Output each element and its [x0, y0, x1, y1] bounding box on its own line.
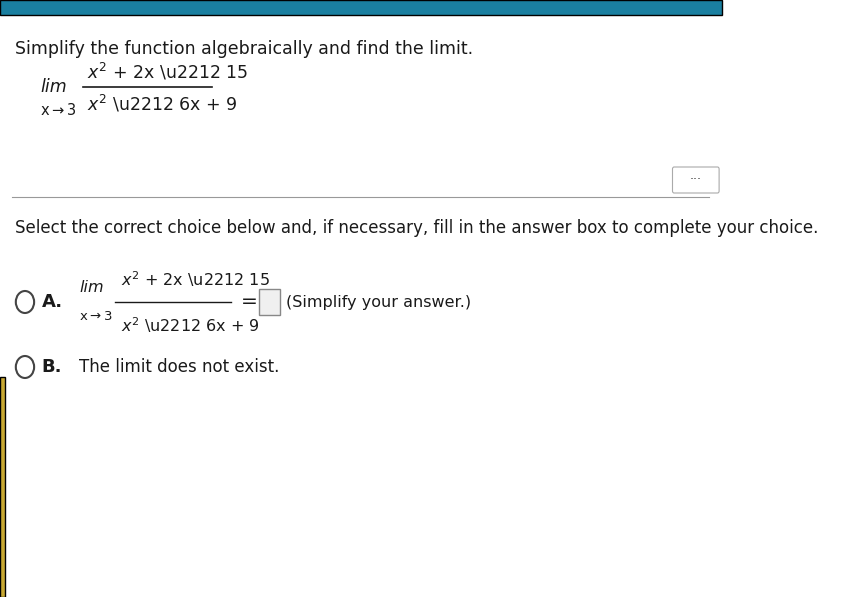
Text: $\mathit{x}^2$ + 2x \u2212 15: $\mathit{x}^2$ + 2x \u2212 15	[121, 269, 270, 289]
FancyBboxPatch shape	[0, 377, 5, 597]
Text: x$\rightarrow$3: x$\rightarrow$3	[79, 310, 113, 324]
Text: $\mathit{x}^2$ \u2212 6x + 9: $\mathit{x}^2$ \u2212 6x + 9	[88, 94, 238, 115]
Text: Select the correct choice below and, if necessary, fill in the answer box to com: Select the correct choice below and, if …	[15, 219, 818, 237]
Text: =: =	[241, 293, 258, 312]
Text: ···: ···	[690, 174, 701, 186]
Text: The limit does not exist.: The limit does not exist.	[79, 358, 279, 376]
Text: (Simplify your answer.): (Simplify your answer.)	[286, 294, 472, 309]
Text: $\mathit{x}^2$ + 2x \u2212 15: $\mathit{x}^2$ + 2x \u2212 15	[88, 61, 249, 82]
Text: $\mathit{x}^2$ \u2212 6x + 9: $\mathit{x}^2$ \u2212 6x + 9	[121, 315, 259, 335]
FancyBboxPatch shape	[259, 289, 281, 315]
FancyBboxPatch shape	[0, 0, 721, 15]
Text: x$\rightarrow$3: x$\rightarrow$3	[40, 102, 76, 118]
Text: lim: lim	[40, 78, 67, 96]
Text: B.: B.	[42, 358, 62, 376]
Text: Simplify the function algebraically and find the limit.: Simplify the function algebraically and …	[15, 40, 473, 58]
Text: A.: A.	[42, 293, 62, 311]
FancyBboxPatch shape	[673, 167, 719, 193]
Text: lim: lim	[79, 279, 104, 294]
